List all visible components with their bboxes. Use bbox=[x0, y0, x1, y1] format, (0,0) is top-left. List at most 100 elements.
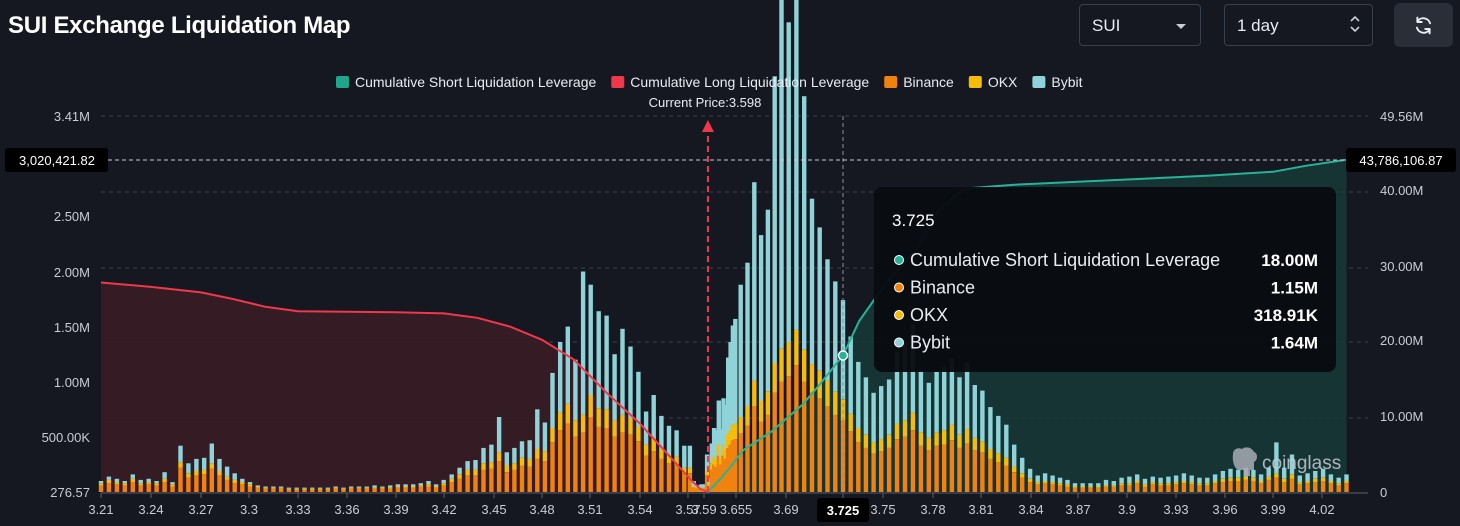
crosshair-x-box bbox=[817, 498, 869, 522]
bar-binance bbox=[949, 440, 955, 492]
tooltip-label: Bybit bbox=[910, 333, 950, 353]
bar-binance bbox=[232, 483, 237, 492]
bar-bybit bbox=[1289, 454, 1295, 475]
x-tick-label: 3.96 bbox=[1212, 502, 1237, 517]
bar-bybit bbox=[980, 390, 985, 442]
bar-okx bbox=[395, 486, 401, 488]
bar-binance bbox=[604, 428, 609, 492]
bar-bybit bbox=[519, 441, 525, 458]
bar-binance bbox=[1057, 485, 1063, 492]
coinglass-logo-icon bbox=[1232, 447, 1257, 476]
bar-binance bbox=[902, 436, 908, 492]
crosshair-left-value: 3,020,421.82 bbox=[19, 153, 95, 168]
bar-bybit bbox=[418, 483, 423, 486]
bar-bybit bbox=[702, 484, 707, 488]
x-tick-label: 3.81 bbox=[968, 502, 993, 517]
bar-binance bbox=[1072, 487, 1078, 492]
refresh-button[interactable] bbox=[1394, 3, 1453, 47]
tooltip-dot bbox=[894, 255, 904, 265]
tooltip-dot bbox=[894, 337, 904, 348]
bar-okx bbox=[441, 483, 446, 486]
y-right-tick: 0 bbox=[1380, 485, 1387, 500]
x-tick-label: 3.51 bbox=[577, 502, 602, 517]
bar-okx bbox=[247, 484, 253, 487]
bar-bybit bbox=[1173, 475, 1179, 483]
bar-binance bbox=[1236, 481, 1241, 492]
bar-okx bbox=[702, 487, 707, 489]
legend-swatch bbox=[336, 76, 349, 88]
bar-bybit bbox=[730, 325, 736, 425]
bar-okx bbox=[122, 483, 127, 486]
bar-binance bbox=[194, 475, 199, 492]
bar-bybit bbox=[902, 343, 908, 421]
bar-okx bbox=[232, 479, 237, 484]
bar-okx bbox=[1320, 477, 1326, 481]
bar-bybit bbox=[636, 371, 641, 427]
bar-bybit bbox=[106, 476, 112, 480]
bar-okx bbox=[1127, 483, 1132, 486]
bar-bybit bbox=[1035, 475, 1040, 483]
bar-binance bbox=[1258, 483, 1264, 492]
bar-okx bbox=[957, 434, 962, 448]
bar-binance bbox=[802, 381, 807, 492]
bar-okx bbox=[294, 488, 299, 490]
y-left-tick: 2.00M bbox=[54, 265, 90, 280]
bar-okx bbox=[1088, 486, 1093, 488]
bar-binance bbox=[817, 398, 822, 492]
bar-binance bbox=[178, 467, 183, 492]
bar-binance bbox=[714, 466, 719, 492]
crosshair-left-box bbox=[5, 148, 108, 172]
x-tick-label: 3.9 bbox=[1118, 502, 1136, 517]
current-price-label: Current Price:3.598 bbox=[649, 95, 762, 110]
bar-okx bbox=[573, 420, 578, 437]
tooltip-value: 1.64M bbox=[1271, 334, 1318, 353]
range-select[interactable]: 1 day bbox=[1224, 4, 1373, 46]
bar-bybit bbox=[202, 457, 207, 470]
bar-bybit bbox=[704, 454, 710, 471]
bar-bybit bbox=[496, 417, 502, 453]
bar-bybit bbox=[1266, 467, 1271, 477]
bar-okx bbox=[325, 488, 331, 490]
bar-binance bbox=[106, 483, 112, 492]
bar-bybit bbox=[170, 482, 175, 485]
bar-okx bbox=[682, 467, 687, 474]
bar-binance bbox=[1158, 485, 1163, 492]
bar-binance bbox=[1004, 465, 1009, 492]
bar-bybit bbox=[1080, 483, 1085, 487]
bar-okx bbox=[779, 348, 784, 382]
bar-bybit bbox=[481, 447, 486, 464]
crosshair-right-value: 43,786,106.87 bbox=[1359, 153, 1442, 168]
bar-okx bbox=[130, 478, 135, 483]
bar-okx bbox=[719, 456, 724, 465]
bar-bybit bbox=[162, 472, 167, 479]
bar-bybit bbox=[186, 463, 191, 474]
bar-okx bbox=[918, 432, 924, 446]
bar-okx bbox=[349, 487, 354, 489]
bar-okx bbox=[833, 391, 838, 415]
x-tick-label: 3.33 bbox=[285, 502, 310, 517]
tooltip-value: 1.15M bbox=[1271, 279, 1318, 298]
bar-bybit bbox=[1020, 457, 1025, 474]
bar-binance bbox=[988, 458, 993, 492]
symbol-select[interactable]: SUI bbox=[1079, 4, 1201, 46]
bar-bybit bbox=[98, 481, 104, 484]
bar-binance bbox=[202, 474, 207, 492]
bar-bybit bbox=[154, 481, 159, 484]
bar-okx bbox=[863, 434, 869, 448]
y-right-tick: 10.00M bbox=[1380, 409, 1423, 424]
bar-binance bbox=[779, 381, 784, 492]
bar-binance bbox=[1243, 479, 1248, 492]
bar-okx bbox=[356, 487, 362, 489]
bar-bybit bbox=[674, 430, 679, 457]
bar-bybit bbox=[612, 354, 617, 421]
bar-okx bbox=[217, 471, 222, 476]
bar-okx bbox=[426, 484, 431, 487]
bar-bybit bbox=[449, 474, 454, 479]
bar-okx bbox=[1197, 483, 1202, 486]
x-tick-label: 3.48 bbox=[529, 502, 554, 517]
bar-binance bbox=[1289, 478, 1295, 492]
bar-bybit bbox=[1297, 475, 1302, 483]
bar-bybit bbox=[918, 370, 924, 433]
bar-bybit bbox=[1258, 474, 1264, 481]
